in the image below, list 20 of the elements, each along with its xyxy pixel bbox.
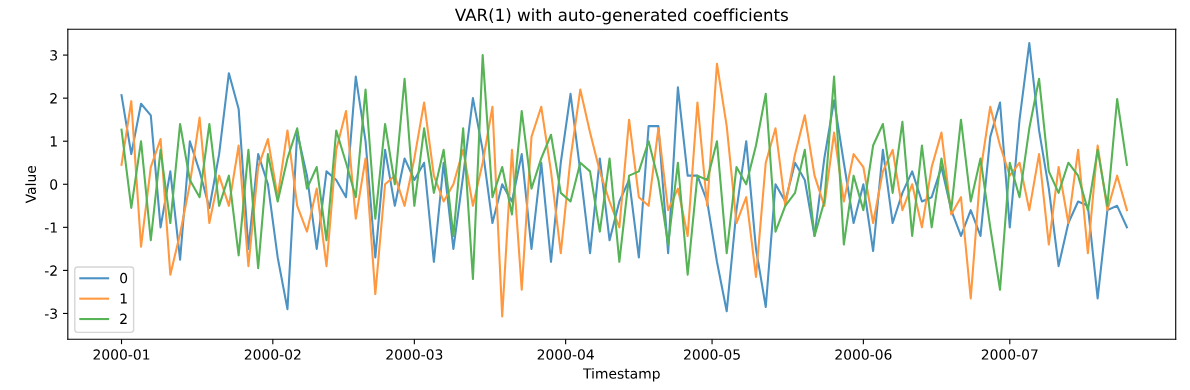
y-tick-label: 1 — [50, 136, 57, 147]
y-tick-label: -2 — [44, 265, 57, 276]
x-tick-label: 2000-02 — [244, 349, 301, 360]
x-axis-title: Timestamp — [582, 368, 660, 382]
x-tick-label: 2000-04 — [537, 349, 594, 360]
chart-title: VAR(1) with auto-generated coefficients — [454, 8, 788, 25]
y-tick-label: -3 — [44, 308, 57, 319]
x-tick-label: 2000-06 — [835, 349, 892, 360]
legend-label: 2 — [120, 313, 127, 324]
x-tick-label: 2000-05 — [684, 349, 740, 360]
y-tick-label: 3 — [50, 50, 57, 61]
y-tick-label: 0 — [50, 179, 58, 190]
y-tick-label: 2 — [50, 93, 57, 104]
x-tick-label: 2000-03 — [386, 349, 443, 360]
y-tick-label: -1 — [44, 222, 57, 233]
x-tick-label: 2000-07 — [981, 349, 1038, 360]
x-tick-label: 2000-01 — [93, 349, 150, 360]
legend-label: 1 — [120, 293, 127, 304]
legend-label: 0 — [120, 272, 128, 284]
y-axis-title: Value — [25, 165, 37, 204]
